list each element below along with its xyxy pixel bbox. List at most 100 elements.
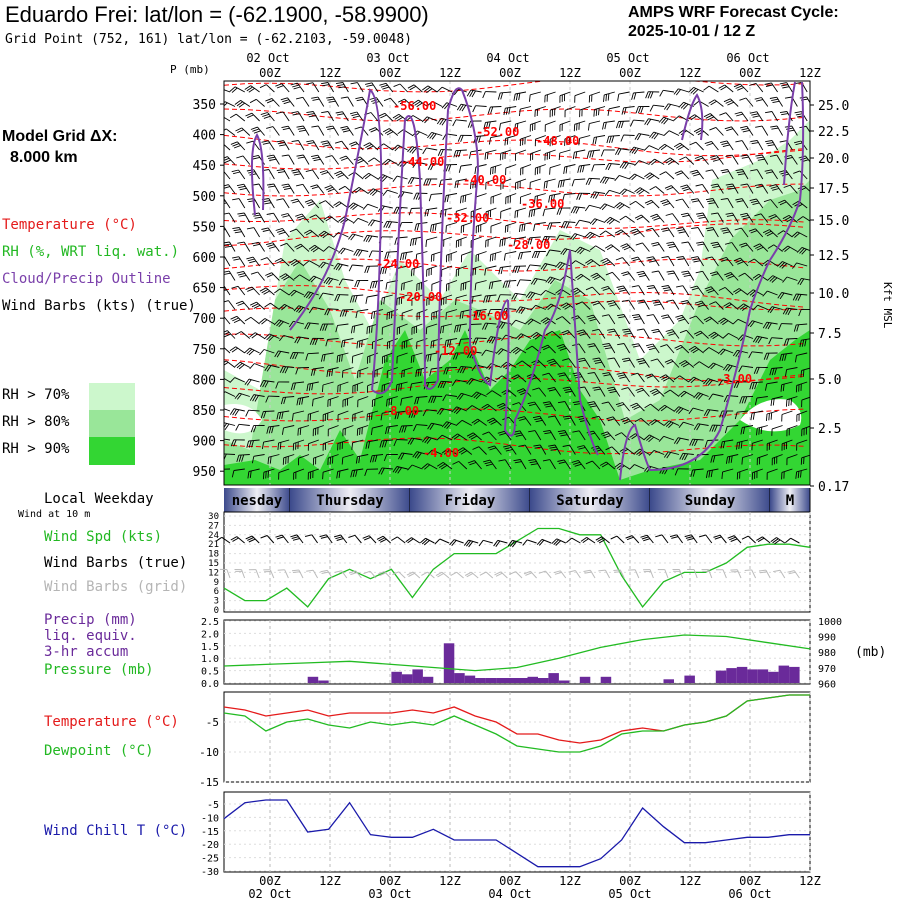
pressure-tick-label: 650 — [193, 282, 216, 297]
wind-barb — [238, 423, 250, 426]
wind-barb-feather — [276, 351, 282, 358]
wind-barb-feather — [230, 141, 238, 145]
wind-barb-feather — [436, 408, 442, 415]
date-label-bottom: 02 Oct — [248, 887, 291, 900]
wind-barb — [426, 352, 438, 356]
wind-barb — [534, 222, 546, 225]
wind-barb — [559, 234, 571, 238]
wind-barb-feather — [799, 247, 805, 254]
precip-tick-label: 2.0 — [201, 629, 219, 640]
wind-barb — [712, 227, 719, 238]
dewpoint-line — [223, 694, 810, 753]
surface-wind-barb-feather — [509, 540, 515, 547]
wind-barb-feather — [504, 446, 512, 450]
wind-barb-feather — [796, 247, 803, 253]
wind-barb — [263, 380, 275, 383]
wind-barb-feather — [333, 263, 339, 270]
pressure-tick-label: 450 — [193, 159, 216, 174]
wind-barb — [623, 343, 630, 354]
wind-barb-feather — [532, 387, 540, 391]
wind-barb — [744, 272, 754, 281]
wind-barb-feather — [679, 156, 686, 161]
wind-barb — [697, 227, 704, 238]
wind-barb-feather — [631, 343, 639, 346]
wind-barb-feather — [261, 289, 269, 294]
wind-barb-feather — [549, 167, 551, 175]
wind-barb-feather — [797, 278, 802, 285]
wind-barb-feather — [469, 462, 477, 466]
wind-barb-feather — [763, 229, 770, 234]
wind-barb-feather — [309, 214, 317, 219]
wind-barb-feather — [253, 130, 261, 134]
wind-barb-feather — [768, 214, 776, 218]
wind-barb-feather — [384, 129, 392, 134]
wind-barb-feather — [645, 343, 654, 347]
wind-barb-feather — [710, 212, 718, 215]
wind-barb-feather — [455, 352, 459, 360]
grid-barb-group — [291, 569, 304, 579]
grid-barb-group — [219, 568, 231, 579]
wind-barb-feather — [461, 311, 464, 319]
wind-barb — [327, 111, 334, 122]
wind-barb-feather — [322, 323, 326, 331]
wind-barb — [242, 300, 251, 310]
wind-barb — [663, 435, 675, 441]
wind-barb — [549, 249, 561, 252]
pressure-tick-label: 850 — [193, 404, 216, 419]
temperature-legend-label: Temperature (°C) — [2, 217, 137, 233]
wind-barb-feather — [555, 288, 562, 294]
wind-barb-feather — [738, 272, 746, 277]
wind-barb-feather — [388, 221, 393, 229]
wind-barb-feather — [472, 105, 477, 113]
wind-barb-feather — [631, 434, 638, 440]
wind-barb-feather — [533, 209, 536, 217]
wind-barb-feather — [735, 140, 743, 143]
pressure-tick-label: 600 — [193, 251, 216, 266]
wind-barb — [390, 97, 399, 107]
wind-barb — [717, 183, 724, 194]
wind-barb — [352, 264, 364, 267]
wind-barb — [651, 373, 660, 383]
grid-barb-group — [730, 569, 742, 579]
wind-barb — [736, 380, 749, 383]
wind-barb-feather — [769, 368, 773, 376]
hour-label-bottom: 00Z — [499, 874, 521, 888]
wind-barb — [411, 437, 423, 441]
wind-barb — [357, 425, 369, 430]
wind-barb-feather — [309, 338, 314, 345]
wind-barb — [574, 206, 586, 209]
wind-barb — [446, 280, 458, 285]
wind-barb-feather — [276, 198, 284, 201]
wind-barb — [233, 468, 245, 471]
wind-barb-feather — [694, 439, 698, 447]
precip-bar — [548, 673, 559, 683]
wind-barb-feather — [262, 472, 265, 480]
wind-barb-feather — [362, 172, 369, 178]
wind-barb-feather — [562, 415, 570, 418]
wind-barb — [756, 335, 768, 339]
date-label-top: 06 Oct — [726, 51, 769, 65]
wind-barb — [243, 183, 251, 194]
wind-barb-feather — [556, 343, 564, 348]
wind-barb-feather — [558, 374, 566, 377]
wind-barb-feather — [438, 354, 442, 362]
wind-barb-feather — [251, 333, 258, 339]
wind-barb-feather — [429, 423, 435, 430]
surface-wind-barb-feather — [685, 536, 693, 539]
wind-barb — [761, 125, 769, 136]
wind-barb-feather — [649, 104, 654, 112]
wind-barb-feather — [237, 129, 244, 134]
wind-barb-feather — [281, 274, 288, 280]
wind-barb — [397, 352, 408, 357]
wind-barb-feather — [244, 85, 251, 90]
wind-barb-feather — [232, 317, 239, 322]
wind-barb-feather — [471, 418, 478, 424]
temperature-contour-label: -4.00 — [423, 446, 459, 460]
wind-barb — [625, 215, 635, 223]
wind-barb-feather — [323, 246, 330, 252]
wind-barb-feather — [236, 362, 243, 369]
wind-barb — [672, 213, 680, 223]
wind-barb — [712, 169, 719, 180]
wind-barb — [505, 164, 517, 169]
wind-barb-feather — [755, 125, 763, 128]
